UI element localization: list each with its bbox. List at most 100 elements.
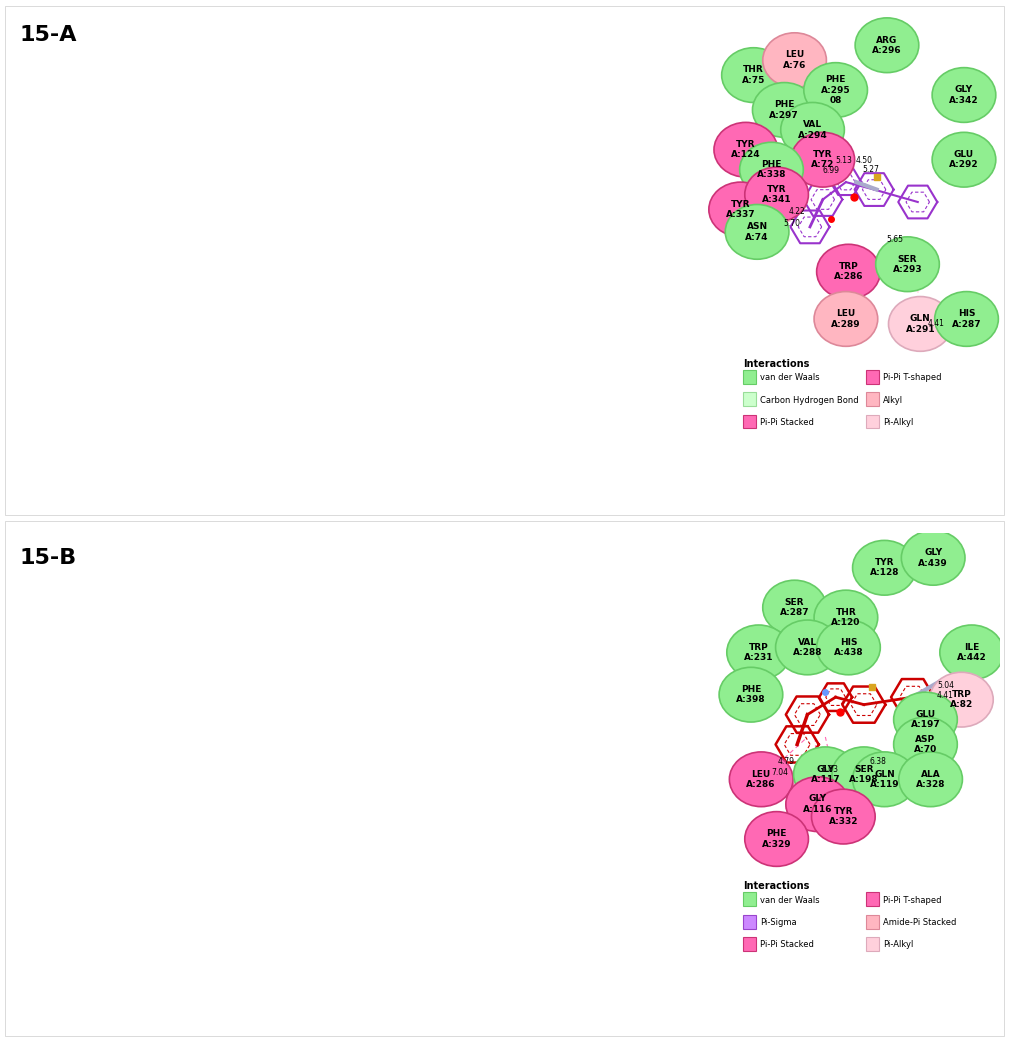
Ellipse shape — [811, 789, 875, 844]
Text: 6.99: 6.99 — [822, 167, 839, 175]
Text: VAL
A:288: VAL A:288 — [793, 638, 822, 657]
Ellipse shape — [744, 812, 808, 866]
Text: LEU
A:76: LEU A:76 — [783, 50, 806, 70]
Text: THR
A:75: THR A:75 — [741, 66, 766, 84]
Text: PHE
A:398: PHE A:398 — [736, 685, 766, 705]
Text: Interactions: Interactions — [743, 882, 810, 891]
Ellipse shape — [832, 747, 896, 802]
Ellipse shape — [709, 182, 773, 237]
Ellipse shape — [852, 540, 916, 595]
Text: ARG
A:296: ARG A:296 — [873, 35, 902, 55]
FancyBboxPatch shape — [743, 370, 756, 384]
Text: GLY
A:116: GLY A:116 — [803, 794, 832, 814]
Text: 4.41: 4.41 — [927, 320, 944, 328]
Text: PHE
A:297: PHE A:297 — [770, 100, 799, 120]
Text: LEU
A:286: LEU A:286 — [746, 769, 776, 789]
Text: PHE
A:295
08: PHE A:295 08 — [821, 75, 850, 105]
Ellipse shape — [729, 752, 793, 807]
Ellipse shape — [901, 531, 965, 585]
Ellipse shape — [817, 620, 881, 675]
FancyBboxPatch shape — [867, 392, 880, 406]
Text: van der Waals: van der Waals — [760, 895, 819, 905]
Text: TYR
A:337: TYR A:337 — [726, 200, 755, 220]
Text: HIS
A:438: HIS A:438 — [833, 638, 864, 657]
Ellipse shape — [852, 752, 916, 807]
Text: HIS
A:287: HIS A:287 — [951, 309, 982, 329]
FancyBboxPatch shape — [867, 937, 880, 951]
Ellipse shape — [714, 123, 778, 177]
Ellipse shape — [876, 237, 939, 291]
Text: SER
A:293: SER A:293 — [893, 254, 922, 274]
Text: van der Waals: van der Waals — [760, 373, 819, 382]
Text: PHE
A:329: PHE A:329 — [762, 830, 792, 848]
Text: Pi-Pi T-shaped: Pi-Pi T-shaped — [883, 373, 941, 382]
Text: Interactions: Interactions — [743, 359, 810, 369]
FancyBboxPatch shape — [867, 370, 880, 384]
Ellipse shape — [727, 625, 791, 680]
Ellipse shape — [781, 102, 844, 157]
Text: TYR
A:72: TYR A:72 — [811, 150, 834, 170]
Ellipse shape — [814, 291, 878, 347]
Ellipse shape — [763, 580, 826, 635]
Text: TRP
A:286: TRP A:286 — [833, 262, 864, 281]
Ellipse shape — [804, 62, 868, 118]
Ellipse shape — [794, 747, 857, 802]
Text: 6.38: 6.38 — [870, 758, 887, 766]
Ellipse shape — [932, 132, 996, 187]
Text: 7.04: 7.04 — [772, 768, 789, 778]
Ellipse shape — [855, 18, 919, 73]
Text: GLY
A:342: GLY A:342 — [949, 85, 979, 105]
Text: 5.65: 5.65 — [886, 235, 903, 244]
FancyBboxPatch shape — [867, 892, 880, 906]
Text: TYR
A:332: TYR A:332 — [828, 807, 858, 827]
Text: TRP
A:231: TRP A:231 — [744, 642, 774, 662]
Text: Amide-Pi Stacked: Amide-Pi Stacked — [883, 918, 956, 928]
FancyBboxPatch shape — [743, 414, 756, 429]
Text: GLN
A:119: GLN A:119 — [870, 769, 899, 789]
Text: 5.27: 5.27 — [863, 164, 879, 174]
FancyBboxPatch shape — [743, 892, 756, 906]
Ellipse shape — [739, 143, 803, 197]
Ellipse shape — [791, 132, 854, 187]
Ellipse shape — [722, 48, 786, 102]
FancyBboxPatch shape — [867, 414, 880, 429]
Ellipse shape — [932, 68, 996, 123]
Text: Pi-Pi Stacked: Pi-Pi Stacked — [760, 418, 813, 427]
Text: TYR
A:128: TYR A:128 — [870, 558, 899, 578]
Text: Pi-Alkyl: Pi-Alkyl — [883, 940, 913, 949]
Text: ASP
A:70: ASP A:70 — [914, 735, 937, 754]
FancyBboxPatch shape — [743, 392, 756, 406]
FancyBboxPatch shape — [867, 915, 880, 929]
Text: GLN
A:291: GLN A:291 — [906, 314, 935, 333]
Text: Pi-Sigma: Pi-Sigma — [760, 918, 796, 928]
Ellipse shape — [786, 777, 849, 832]
Text: GLY
A:439: GLY A:439 — [918, 549, 948, 567]
Text: THR
A:120: THR A:120 — [831, 608, 861, 628]
Text: 4.22: 4.22 — [789, 207, 806, 217]
Text: 15-B: 15-B — [19, 548, 77, 568]
Text: 4.41: 4.41 — [936, 690, 953, 700]
Text: 4.50: 4.50 — [855, 156, 873, 166]
Text: ASN
A:74: ASN A:74 — [745, 222, 769, 242]
Text: 4.79: 4.79 — [778, 758, 794, 766]
Text: 5.04: 5.04 — [937, 681, 954, 690]
Ellipse shape — [814, 590, 878, 645]
Ellipse shape — [899, 752, 963, 807]
Ellipse shape — [929, 672, 993, 727]
Text: LEU
A:289: LEU A:289 — [831, 309, 861, 329]
Text: Pi-Pi Stacked: Pi-Pi Stacked — [760, 940, 813, 949]
Text: Alkyl: Alkyl — [883, 396, 903, 405]
Text: Pi-Alkyl: Pi-Alkyl — [883, 418, 913, 427]
Text: TYR
A:341: TYR A:341 — [762, 185, 792, 204]
Text: TRP
A:82: TRP A:82 — [949, 690, 973, 709]
Ellipse shape — [934, 291, 998, 347]
Ellipse shape — [752, 82, 816, 137]
Ellipse shape — [889, 297, 952, 351]
Text: SER
A:287: SER A:287 — [780, 598, 809, 617]
Text: 15-A: 15-A — [19, 25, 77, 46]
Ellipse shape — [894, 717, 957, 771]
Ellipse shape — [776, 620, 839, 675]
Text: Carbon Hydrogen Bond: Carbon Hydrogen Bond — [760, 396, 858, 405]
Text: Pi-Pi T-shaped: Pi-Pi T-shaped — [883, 895, 941, 905]
Text: GLU
A:197: GLU A:197 — [911, 710, 940, 730]
